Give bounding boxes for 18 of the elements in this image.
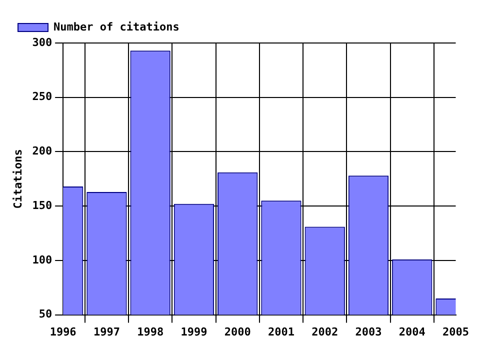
x-tick-label: 1998 — [137, 325, 164, 338]
y-tick-label: 50 — [38, 308, 52, 321]
y-tick-label: 150 — [32, 198, 52, 212]
x-tick-label: 1999 — [180, 325, 208, 338]
y-tick-label: 200 — [32, 144, 52, 158]
y-axis-title: Citations — [11, 149, 24, 209]
legend-label: Number of citations — [54, 20, 180, 34]
x-tick-label: 1997 — [93, 325, 120, 338]
x-tick-label: 2002 — [312, 325, 338, 338]
x-tick-label: 2000 — [224, 325, 251, 338]
x-tick-label: 2005 — [442, 325, 470, 338]
x-tick-label: 1996 — [50, 325, 77, 338]
x-tick-label: 2003 — [355, 325, 382, 338]
y-tick-label: 250 — [32, 90, 52, 104]
y-tick-label: 100 — [32, 253, 52, 266]
y-tick-label: 300 — [32, 36, 52, 49]
x-tick-label: 2001 — [268, 325, 295, 338]
x-tick-label: 2004 — [398, 325, 426, 338]
